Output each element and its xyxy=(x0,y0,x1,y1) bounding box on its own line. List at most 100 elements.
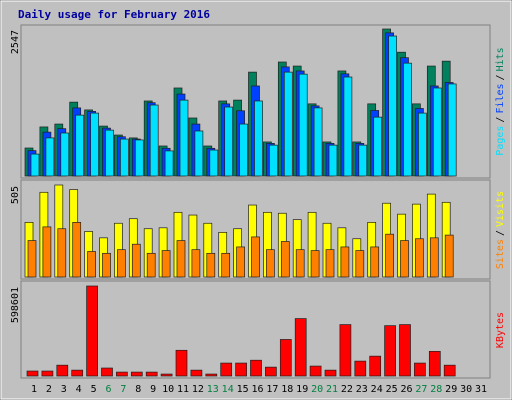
bar xyxy=(295,249,305,278)
bar xyxy=(41,370,54,377)
bar xyxy=(354,360,367,377)
bar xyxy=(130,371,143,377)
x-tick-label: 25 xyxy=(386,384,398,395)
bar xyxy=(250,359,262,377)
bar xyxy=(117,249,126,278)
legend: Pages / Files / Hits xyxy=(495,47,506,155)
bar xyxy=(251,236,260,278)
x-tick-label: 18 xyxy=(281,384,293,395)
x-tick-label: 6 xyxy=(105,384,111,395)
bar xyxy=(56,364,69,377)
bar xyxy=(42,226,52,278)
bar xyxy=(343,76,353,177)
bar xyxy=(235,362,247,377)
bar xyxy=(309,365,322,377)
bar xyxy=(443,364,456,377)
bar xyxy=(313,107,323,177)
bar xyxy=(86,285,98,377)
bar xyxy=(385,233,394,278)
bar xyxy=(266,249,275,278)
x-tick-label: 8 xyxy=(135,384,141,395)
bar xyxy=(403,62,412,177)
bar xyxy=(269,144,278,177)
x-tick-label: 1 xyxy=(31,384,37,395)
bar xyxy=(90,112,99,177)
bar xyxy=(310,250,320,278)
bar xyxy=(26,370,39,377)
bar xyxy=(328,144,338,177)
bar xyxy=(105,129,114,177)
x-tick-label: 29 xyxy=(445,384,457,395)
bar xyxy=(164,150,174,177)
x-tick-label: 7 xyxy=(120,384,126,395)
bar xyxy=(429,237,439,278)
bar xyxy=(280,241,290,278)
bar xyxy=(294,318,307,377)
bar xyxy=(134,139,144,177)
bar xyxy=(116,371,128,377)
bar xyxy=(432,87,442,177)
bar xyxy=(298,73,308,177)
bar xyxy=(149,104,159,177)
legend-item: Files xyxy=(495,83,506,113)
bar xyxy=(45,137,55,177)
x-tick-label: 5 xyxy=(91,384,97,395)
y-tick-label: 2547 xyxy=(10,30,21,54)
bar xyxy=(191,249,201,278)
bar xyxy=(358,144,368,177)
legend-separator: / xyxy=(495,117,506,123)
bar xyxy=(220,362,233,377)
bar xyxy=(399,324,411,377)
bar xyxy=(388,35,397,177)
bar xyxy=(206,252,216,278)
bar xyxy=(30,153,40,177)
x-tick-label: 23 xyxy=(356,384,368,395)
bar xyxy=(145,371,158,377)
legend-separator: / xyxy=(495,230,506,236)
x-tick-label: 10 xyxy=(162,384,174,395)
y-tick-label: 505 xyxy=(10,186,21,204)
x-tick-label: 27 xyxy=(415,384,427,395)
x-tick-label: 28 xyxy=(430,384,442,395)
bar xyxy=(447,83,457,177)
bar xyxy=(60,132,70,177)
bar xyxy=(324,369,337,377)
legend-separator: / xyxy=(495,74,506,80)
bar xyxy=(75,114,85,177)
x-tick-label: 31 xyxy=(475,384,487,395)
bar xyxy=(179,99,189,177)
bar xyxy=(444,234,454,278)
bar xyxy=(415,238,424,278)
x-tick-label: 22 xyxy=(341,384,353,395)
bar xyxy=(355,250,365,278)
legend-item: Sites xyxy=(495,239,506,269)
x-tick-label: 14 xyxy=(222,384,234,395)
bar xyxy=(205,373,218,377)
bar xyxy=(418,112,427,177)
bar xyxy=(414,362,426,377)
bar xyxy=(101,367,113,377)
legend: KBytes xyxy=(495,312,506,348)
bar xyxy=(400,240,409,278)
legend-item: Hits xyxy=(495,47,506,71)
bar xyxy=(279,339,292,377)
x-tick-label: 20 xyxy=(311,384,323,395)
bar xyxy=(57,228,67,278)
bar xyxy=(384,325,396,377)
x-tick-label: 24 xyxy=(371,384,383,395)
bar xyxy=(370,246,380,278)
x-tick-label: 2 xyxy=(46,384,52,395)
chart-title: Daily usage for February 2016 xyxy=(18,8,210,21)
y-tick-label: 598601 xyxy=(10,287,21,323)
bar xyxy=(239,123,248,177)
bar xyxy=(161,250,171,278)
bar xyxy=(224,106,234,177)
x-tick-label: 21 xyxy=(326,384,338,395)
bar xyxy=(131,243,141,278)
legend-item: Visits xyxy=(495,191,506,227)
bar xyxy=(27,240,37,278)
x-tick-label: 19 xyxy=(296,384,308,395)
bar xyxy=(71,369,84,377)
